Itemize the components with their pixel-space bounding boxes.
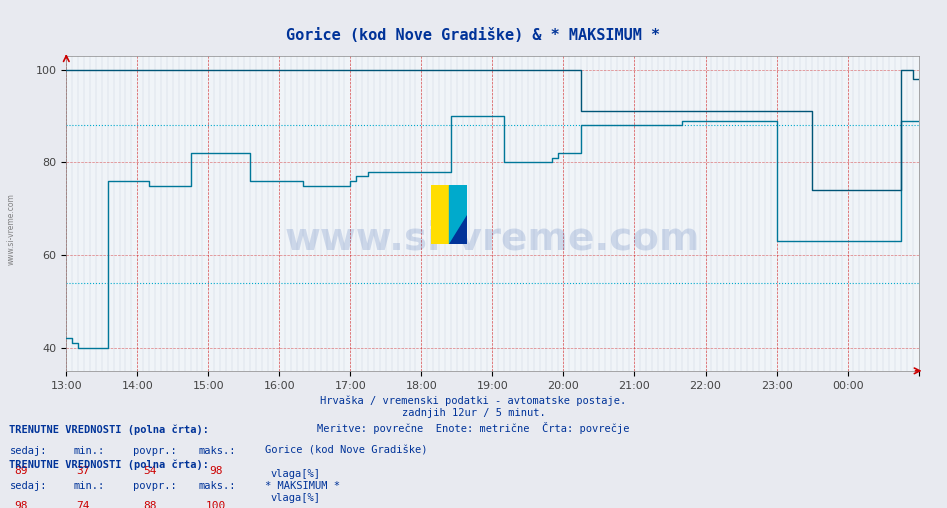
Polygon shape: [449, 185, 467, 244]
Text: povpr.:: povpr.:: [133, 481, 176, 491]
Text: maks.:: maks.:: [199, 446, 237, 456]
Text: 54: 54: [143, 466, 156, 476]
Text: maks.:: maks.:: [199, 481, 237, 491]
Text: TRENUTNE VREDNOSTI (polna črta):: TRENUTNE VREDNOSTI (polna črta):: [9, 460, 209, 470]
Text: 88: 88: [143, 501, 156, 508]
Text: vlaga[%]: vlaga[%]: [271, 469, 321, 479]
Text: min.:: min.:: [74, 481, 105, 491]
Text: zadnjih 12ur / 5 minut.: zadnjih 12ur / 5 minut.: [402, 408, 545, 419]
Text: Gorice (kod Nove Gradiške) & * MAKSIMUM *: Gorice (kod Nove Gradiške) & * MAKSIMUM …: [286, 28, 661, 43]
Text: 37: 37: [77, 466, 90, 476]
Text: 74: 74: [77, 501, 90, 508]
Text: Meritve: povrečne  Enote: metrične  Črta: povrečje: Meritve: povrečne Enote: metrične Črta: …: [317, 422, 630, 434]
Text: povpr.:: povpr.:: [133, 446, 176, 456]
Text: www.si-vreme.com: www.si-vreme.com: [7, 193, 16, 265]
Text: www.si-vreme.com: www.si-vreme.com: [285, 219, 700, 258]
Polygon shape: [449, 214, 467, 244]
Text: Gorice (kod Nove Gradiške): Gorice (kod Nove Gradiške): [265, 446, 428, 456]
Text: 100: 100: [205, 501, 226, 508]
Text: min.:: min.:: [74, 446, 105, 456]
Polygon shape: [431, 185, 449, 244]
Text: * MAKSIMUM *: * MAKSIMUM *: [265, 481, 340, 491]
Text: 98: 98: [209, 466, 223, 476]
Text: Hrvaška / vremenski podatki - avtomatske postaje.: Hrvaška / vremenski podatki - avtomatske…: [320, 395, 627, 406]
Text: sedaj:: sedaj:: [9, 446, 47, 456]
Text: vlaga[%]: vlaga[%]: [271, 493, 321, 503]
Text: sedaj:: sedaj:: [9, 481, 47, 491]
Text: 89: 89: [14, 466, 27, 476]
Text: TRENUTNE VREDNOSTI (polna črta):: TRENUTNE VREDNOSTI (polna črta):: [9, 424, 209, 435]
Text: 98: 98: [14, 501, 27, 508]
